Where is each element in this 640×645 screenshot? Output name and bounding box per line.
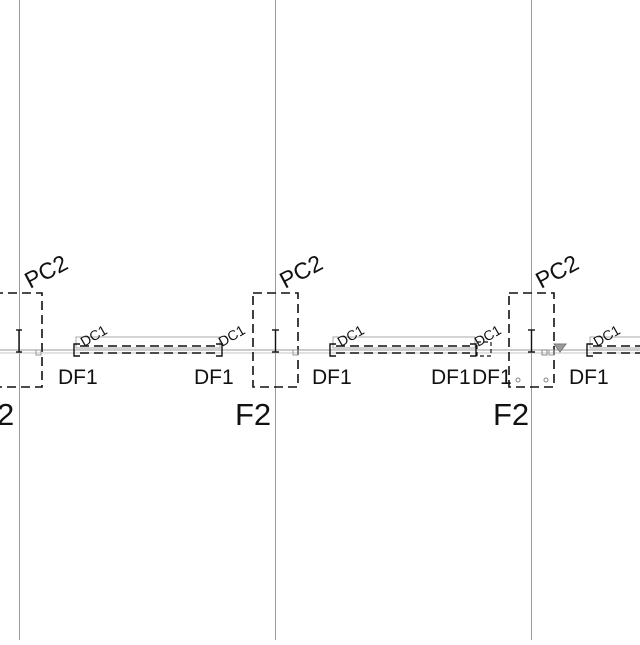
node-marker <box>515 377 521 383</box>
column-group-1: PC2 2 <box>0 249 72 432</box>
i-beam-symbol <box>528 329 535 353</box>
f-label: F2 <box>493 397 529 432</box>
dc-label-right: DC1 <box>216 322 248 350</box>
beam-span-1: DC1 DC1 DF1 DF1 <box>58 322 248 389</box>
df-label-between: DF1 <box>472 366 512 389</box>
f-label: 2 <box>0 397 14 432</box>
beam-span-3: DC1 DF1 <box>541 322 640 389</box>
pc2-dashed-box <box>0 292 43 388</box>
column-group-3: PC2 F2 <box>493 249 583 432</box>
beam-span-2: DC1 DC1 DF1 DF1 DF1 <box>312 322 512 389</box>
df-label-left: DF1 <box>569 366 609 389</box>
df-label-right: DF1 <box>431 366 471 389</box>
df-label-left: DF1 <box>312 366 352 389</box>
i-beam-symbol <box>272 329 279 353</box>
dc-label-left: DC1 <box>591 322 623 350</box>
df-label-left: DF1 <box>58 366 98 389</box>
bracket-left <box>586 343 593 357</box>
bracket-left <box>329 343 336 357</box>
beam-axis <box>0 349 640 354</box>
pc-label: PC2 <box>275 249 327 293</box>
pc2-dashed-box <box>508 292 555 388</box>
pc2-dashed-box <box>252 292 299 388</box>
beam-faint-outline <box>75 336 221 349</box>
pc-label: PC2 <box>20 249 72 293</box>
bracket-right <box>470 343 477 357</box>
df-label-right: DF1 <box>194 366 234 389</box>
bracket-right <box>216 343 223 357</box>
dc-label-left: DC1 <box>78 322 110 350</box>
node-marker <box>543 377 549 383</box>
grid-lines <box>19 0 532 640</box>
f-label: F2 <box>235 397 271 432</box>
pc-label: PC2 <box>531 249 583 293</box>
column-group-2: PC2 F2 <box>235 249 327 432</box>
bracket-left <box>73 343 80 357</box>
node-marker-square <box>541 349 548 356</box>
connection-plate <box>476 341 492 357</box>
anchor-marker <box>553 343 567 353</box>
beam-faint-outline <box>589 336 640 349</box>
i-beam-symbol <box>16 329 22 353</box>
dc-label-right: DC1 <box>472 322 504 350</box>
beam-faint-outline <box>332 336 476 349</box>
axis-node-markers <box>35 349 555 356</box>
